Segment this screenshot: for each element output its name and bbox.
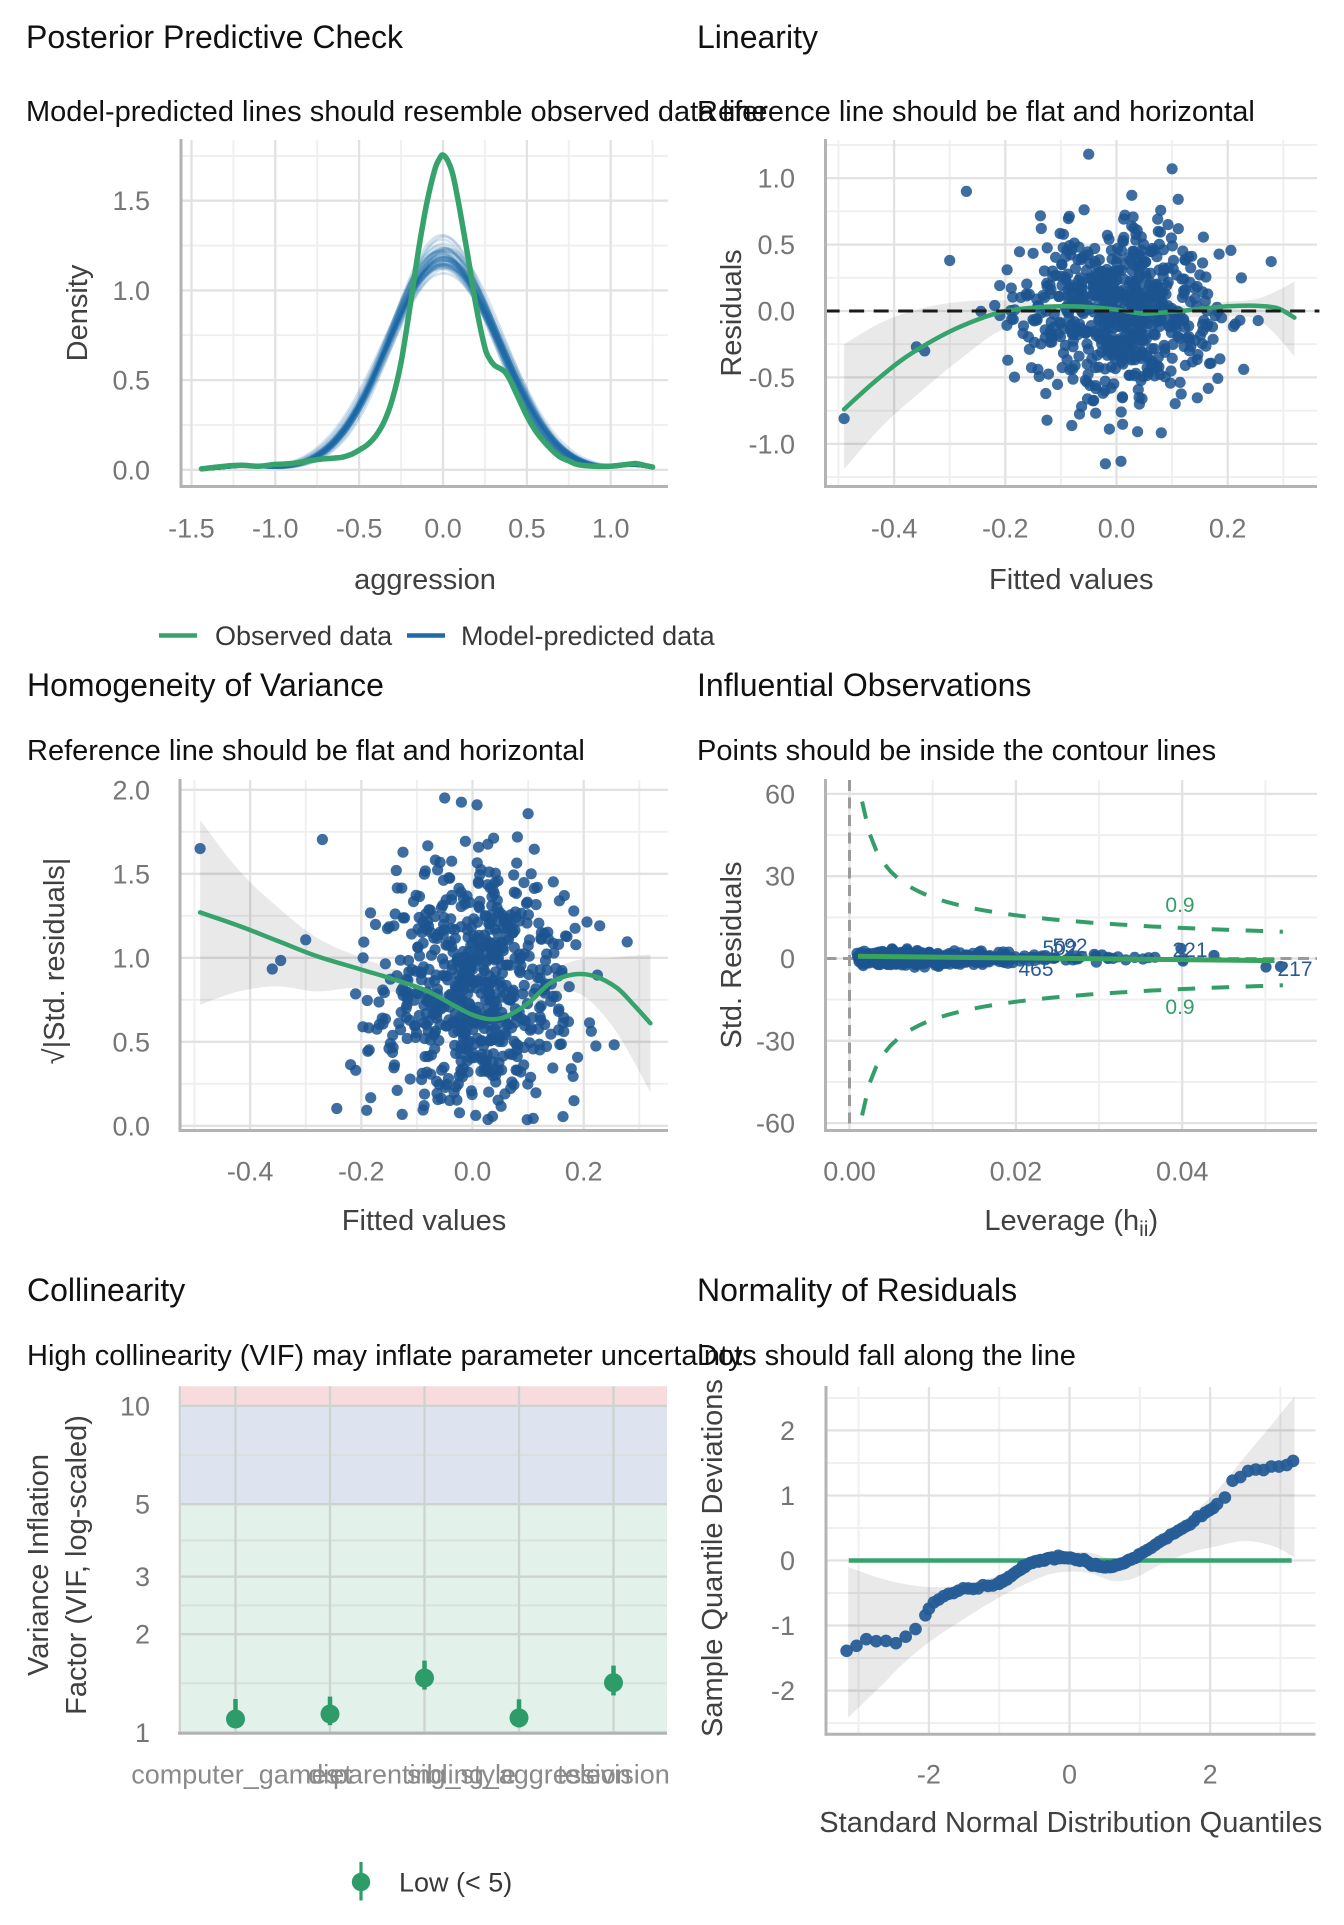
- svg-text:3: 3: [135, 1562, 150, 1592]
- svg-text:Influential Observations: Influential Observations: [697, 667, 1031, 703]
- svg-text:Reference line should be flat: Reference line should be flat and horizo…: [697, 96, 1255, 128]
- svg-text:Linearity: Linearity: [697, 19, 818, 55]
- svg-text:0.9: 0.9: [1165, 996, 1194, 1019]
- svg-text:Fitted values: Fitted values: [342, 1205, 506, 1237]
- svg-text:0.5: 0.5: [757, 230, 795, 260]
- svg-text:0.2: 0.2: [1209, 514, 1247, 544]
- svg-text:0: 0: [780, 944, 795, 974]
- svg-text:0.0: 0.0: [757, 297, 795, 327]
- svg-text:1.5: 1.5: [112, 859, 150, 889]
- svg-text:0.5: 0.5: [508, 514, 546, 544]
- svg-text:television: television: [557, 1760, 670, 1790]
- svg-text:Standard Normal Distribution Q: Standard Normal Distribution Quantiles: [819, 1807, 1322, 1839]
- svg-text:High collinearity (VIF) may in: High collinearity (VIF) may inflate para…: [27, 1340, 743, 1372]
- svg-text:2: 2: [1203, 1760, 1218, 1790]
- svg-text:Points should be inside the co: Points should be inside the contour line…: [697, 735, 1216, 767]
- svg-text:217: 217: [1277, 958, 1312, 981]
- svg-text:30: 30: [765, 862, 795, 892]
- svg-text:0.00: 0.00: [823, 1157, 876, 1187]
- svg-text:-1: -1: [771, 1611, 795, 1641]
- svg-text:-0.2: -0.2: [338, 1157, 385, 1187]
- svg-text:-1.0: -1.0: [748, 429, 795, 459]
- svg-text:Std. Residuals: Std. Residuals: [716, 862, 748, 1049]
- svg-text:Observed data: Observed data: [215, 621, 393, 651]
- svg-text:-1.5: -1.5: [168, 514, 215, 544]
- svg-text:5: 5: [135, 1490, 150, 1520]
- svg-text:Normality of Residuals: Normality of Residuals: [697, 1272, 1017, 1308]
- svg-text:0.0: 0.0: [454, 1157, 492, 1187]
- svg-text:1: 1: [135, 1718, 150, 1748]
- svg-text:-30: -30: [756, 1026, 795, 1056]
- svg-text:Leverage (hii): Leverage (hii): [984, 1205, 1158, 1241]
- svg-text:aggression: aggression: [354, 564, 496, 596]
- svg-text:-0.4: -0.4: [227, 1157, 274, 1187]
- svg-text:Homogeneity of Variance: Homogeneity of Variance: [27, 667, 384, 703]
- svg-text:10: 10: [120, 1391, 150, 1421]
- svg-text:0.04: 0.04: [1156, 1157, 1209, 1187]
- svg-text:0.0: 0.0: [1098, 514, 1136, 544]
- svg-text:465: 465: [1018, 958, 1053, 981]
- svg-text:Posterior Predictive Check: Posterior Predictive Check: [26, 19, 404, 55]
- svg-text:2: 2: [135, 1620, 150, 1650]
- svg-text:0.5: 0.5: [112, 1027, 150, 1057]
- svg-text:parenting_style: parenting_style: [333, 1760, 516, 1790]
- svg-text:Collinearity: Collinearity: [27, 1272, 185, 1308]
- svg-text:1.0: 1.0: [112, 276, 150, 306]
- svg-text:Density: Density: [62, 264, 94, 361]
- svg-text:1.0: 1.0: [112, 943, 150, 973]
- svg-text:0.5: 0.5: [112, 366, 150, 396]
- svg-text:221: 221: [1172, 939, 1207, 962]
- svg-text:0.0: 0.0: [112, 455, 150, 485]
- svg-text:Model-predicted lines should r: Model-predicted lines should resemble ob…: [26, 96, 768, 128]
- svg-text:-2: -2: [771, 1676, 795, 1706]
- svg-text:2: 2: [780, 1416, 795, 1446]
- svg-text:-0.5: -0.5: [748, 363, 795, 393]
- svg-text:0.0: 0.0: [424, 514, 462, 544]
- svg-text:0.2: 0.2: [565, 1157, 603, 1187]
- svg-text:2.0: 2.0: [112, 775, 150, 805]
- svg-text:-1.0: -1.0: [252, 514, 299, 544]
- svg-text:502: 502: [1042, 937, 1077, 960]
- svg-text:592: 592: [1052, 935, 1087, 958]
- svg-text:Low (< 5): Low (< 5): [399, 1868, 512, 1898]
- svg-text:Variance Inflation: Variance Inflation: [23, 1454, 55, 1676]
- svg-text:1.5: 1.5: [112, 186, 150, 216]
- svg-text:Factor (VIF, log-scaled): Factor (VIF, log-scaled): [61, 1415, 93, 1715]
- svg-text:0: 0: [1062, 1760, 1077, 1790]
- svg-text:Dots should fall along the lin: Dots should fall along the line: [697, 1340, 1076, 1372]
- svg-text:-0.4: -0.4: [871, 514, 918, 544]
- svg-text:Reference line should be flat: Reference line should be flat and horizo…: [27, 735, 585, 767]
- svg-text:-60: -60: [756, 1109, 795, 1139]
- svg-text:1.0: 1.0: [592, 514, 630, 544]
- svg-text:1.0: 1.0: [757, 164, 795, 194]
- svg-text:Residuals: Residuals: [716, 249, 748, 376]
- svg-text:-2: -2: [917, 1760, 941, 1790]
- svg-text:0.9: 0.9: [1165, 894, 1194, 917]
- svg-text:60: 60: [765, 779, 795, 809]
- svg-text:0.0: 0.0: [112, 1111, 150, 1141]
- svg-text:diet: diet: [308, 1760, 352, 1790]
- svg-text:1: 1: [780, 1481, 795, 1511]
- svg-text:Model-predicted data: Model-predicted data: [461, 621, 716, 651]
- svg-text:Sample Quantile Deviations: Sample Quantile Deviations: [697, 1379, 729, 1737]
- svg-text:sibling_aggression: sibling_aggression: [407, 1760, 631, 1790]
- svg-text:-0.2: -0.2: [982, 514, 1029, 544]
- svg-text:√|Std. residuals|: √|Std. residuals|: [39, 858, 71, 1065]
- svg-text:Fitted values: Fitted values: [989, 564, 1153, 596]
- svg-text:-0.5: -0.5: [336, 514, 383, 544]
- svg-text:0.02: 0.02: [990, 1157, 1043, 1187]
- svg-text:0: 0: [780, 1546, 795, 1576]
- svg-text:computer_games: computer_games: [131, 1760, 340, 1790]
